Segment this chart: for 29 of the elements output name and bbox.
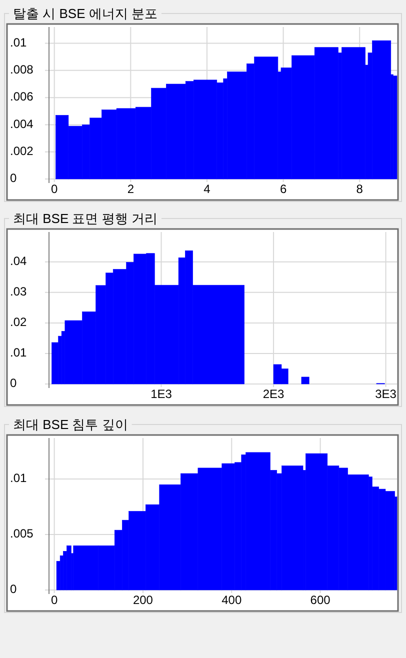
x-tick-label: 1E3 <box>150 387 172 401</box>
chart-title: 최대 BSE 침투 깊이 <box>13 417 128 432</box>
y-tick-label: .03 <box>10 284 28 299</box>
x-tick-label: 200 <box>132 593 154 607</box>
x-tick-label: 4 <box>204 182 211 196</box>
x-tick-label: 8 <box>356 182 364 196</box>
y-tick-label: .04 <box>10 254 28 268</box>
y-tick-label: 0 <box>10 171 17 186</box>
chart-title: 탈출 시 BSE 에너지 분포 <box>13 6 158 21</box>
y-tick-label: .01 <box>10 471 28 486</box>
y-tick-label: 0 <box>10 376 17 390</box>
x-tick-label: 400 <box>222 593 242 607</box>
x-tick-label: 3E3 <box>375 387 397 401</box>
y-tick-label: .005 <box>10 526 34 541</box>
x-tick-label: 6 <box>280 182 287 196</box>
y-tick-label: .006 <box>10 90 34 104</box>
y-tick-label: .01 <box>10 346 28 360</box>
y-tick-label: .004 <box>10 116 34 131</box>
x-tick-label: 600 <box>310 593 331 607</box>
x-tick-label: 2E3 <box>262 387 285 401</box>
x-tick-label: 0 <box>51 182 58 196</box>
y-tick-label: .002 <box>10 144 34 158</box>
y-tick-label: .008 <box>10 62 34 77</box>
x-tick-label: 0 <box>50 593 58 607</box>
x-tick-label: 2 <box>127 182 134 196</box>
y-tick-label: 0 <box>10 582 17 596</box>
y-tick-label: .02 <box>10 315 28 330</box>
chart-title: 최대 BSE 표면 평행 거리 <box>13 211 158 226</box>
y-tick-label: .01 <box>10 35 28 50</box>
